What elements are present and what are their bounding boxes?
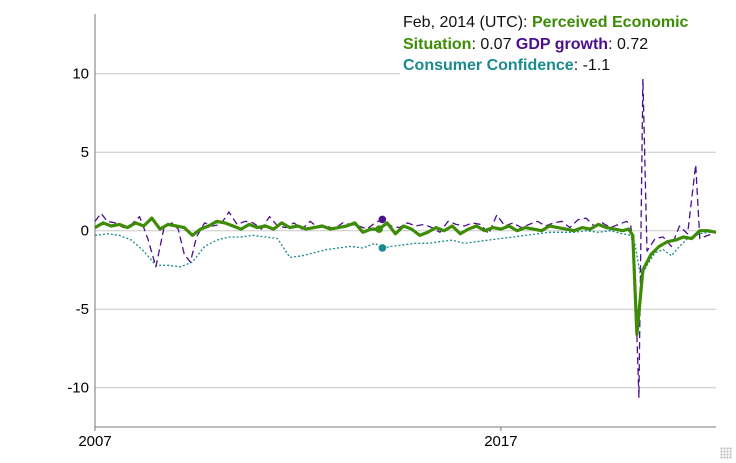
y-tick-label: -10 xyxy=(67,380,89,397)
series-line-0[interactable] xyxy=(94,216,717,336)
tooltip-series-name-gdp: GDP growth xyxy=(515,35,609,53)
tooltip-date: Feb, 2014 (UTC) xyxy=(403,14,524,31)
tooltip-value-gdp: 0.72 xyxy=(616,35,649,53)
y-tick-label: 0 xyxy=(81,223,89,240)
hover-marker-0 xyxy=(375,225,383,233)
resize-handle[interactable] xyxy=(720,447,732,459)
x-tick-label: 2007 xyxy=(78,433,111,450)
x-tick-label: 2017 xyxy=(484,433,517,450)
tooltip-series-name-economic: Perceived Economic Situation xyxy=(403,14,689,53)
y-tick-label: -5 xyxy=(76,301,89,318)
hover-marker-1 xyxy=(378,215,387,224)
series-line-2[interactable] xyxy=(94,230,716,279)
tooltip-value-consumer: -1.1 xyxy=(582,57,611,74)
tooltip-series-name-consumer: Consumer Confidence xyxy=(403,57,574,74)
y-tick-label: 10 xyxy=(72,66,89,83)
hover-markers xyxy=(375,215,387,252)
hover-tooltip: Feb, 2014 (UTC): Perceived Economic Situ… xyxy=(400,10,736,79)
hover-marker-2 xyxy=(378,244,387,252)
y-axis-tick-labels: 10 5 0 -5 -10 xyxy=(67,66,89,397)
tooltip-value-economic: 0.07 xyxy=(480,35,512,53)
x-axis-tick-labels: 2007 2017 xyxy=(78,427,518,450)
y-tick-label: 5 xyxy=(81,144,89,161)
series-line-1[interactable] xyxy=(94,77,717,398)
series-lines[interactable] xyxy=(94,77,717,398)
